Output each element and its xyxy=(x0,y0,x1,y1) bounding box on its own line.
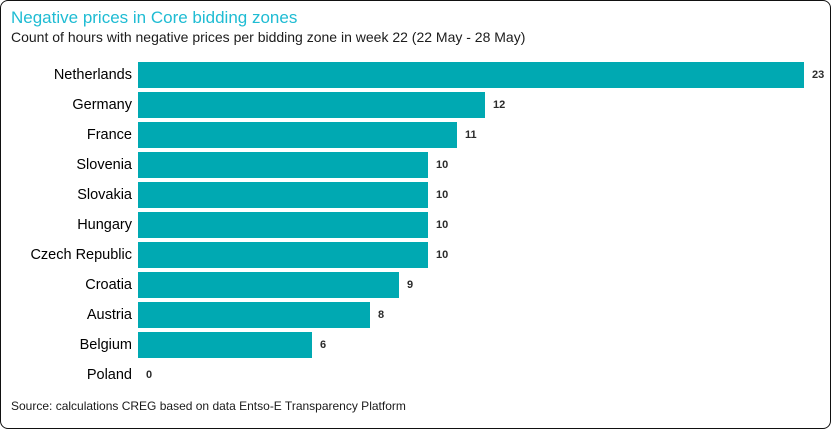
chart-subtitle: Count of hours with negative prices per … xyxy=(11,28,526,45)
bar xyxy=(138,302,370,329)
bar xyxy=(138,182,428,209)
bar xyxy=(138,332,312,359)
bar-track: 10 xyxy=(138,152,830,179)
category-label: Poland xyxy=(86,367,132,384)
category-label: Hungary xyxy=(77,217,132,234)
chart-row: Czech Republic 10 xyxy=(1,240,830,270)
category-label: Belgium xyxy=(79,337,132,354)
chart-row: Belgium 6 xyxy=(1,330,830,360)
category-label: Austria xyxy=(86,307,132,324)
bar-track: 8 xyxy=(138,302,830,329)
bar xyxy=(138,152,428,179)
bar-track: 10 xyxy=(138,212,830,239)
bar-chart: Netherlands 23 Germany 12 France 11 Slovenia 10… xyxy=(1,60,830,390)
chart-row: France 11 xyxy=(1,120,830,150)
bar xyxy=(138,122,457,149)
category-label: Croatia xyxy=(85,277,132,294)
value-label: 12 xyxy=(493,99,506,112)
bar xyxy=(138,92,485,119)
category-label: Germany xyxy=(72,97,132,114)
source-note: Source: calculations CREG based on data … xyxy=(11,399,406,414)
category-label: Netherlands xyxy=(53,67,132,84)
bar xyxy=(138,212,428,239)
value-label: 10 xyxy=(436,219,449,232)
value-label: 11 xyxy=(465,129,477,142)
value-label: 10 xyxy=(436,159,449,172)
chart-row: Germany 12 xyxy=(1,90,830,120)
bar xyxy=(138,242,428,269)
value-label: 6 xyxy=(320,339,327,352)
bar-track: 9 xyxy=(138,272,830,299)
bar-track: 10 xyxy=(138,242,830,269)
bar-track: 0 xyxy=(138,362,830,388)
bar-track: 23 xyxy=(138,62,830,89)
value-label: 23 xyxy=(812,69,825,82)
value-label: 9 xyxy=(407,279,414,292)
chart-header: Negative prices in Core bidding zones Co… xyxy=(1,8,830,46)
bar-track: 10 xyxy=(138,182,830,209)
category-label: Slovenia xyxy=(76,157,132,174)
value-label: 8 xyxy=(378,309,385,322)
value-label: 0 xyxy=(146,369,153,382)
chart-row: Hungary 10 xyxy=(1,210,830,240)
category-label: Slovakia xyxy=(77,187,132,204)
chart-row: Slovenia 10 xyxy=(1,150,830,180)
chart-row: Slovakia 10 xyxy=(1,180,830,210)
category-label: France xyxy=(86,127,132,144)
chart-title: Negative prices in Core bidding zones xyxy=(11,8,298,27)
bar xyxy=(138,272,399,299)
bar-track: 6 xyxy=(138,332,830,359)
bar xyxy=(138,62,804,89)
chart-row: Poland 0 xyxy=(1,360,830,390)
category-label: Czech Republic xyxy=(30,247,132,264)
chart-row: Netherlands 23 xyxy=(1,60,830,90)
value-label: 10 xyxy=(436,189,449,202)
value-label: 10 xyxy=(436,249,449,262)
bar-track: 11 xyxy=(138,122,830,149)
chart-row: Croatia 9 xyxy=(1,270,830,300)
bar-track: 12 xyxy=(138,92,830,119)
chart-row: Austria 8 xyxy=(1,300,830,330)
